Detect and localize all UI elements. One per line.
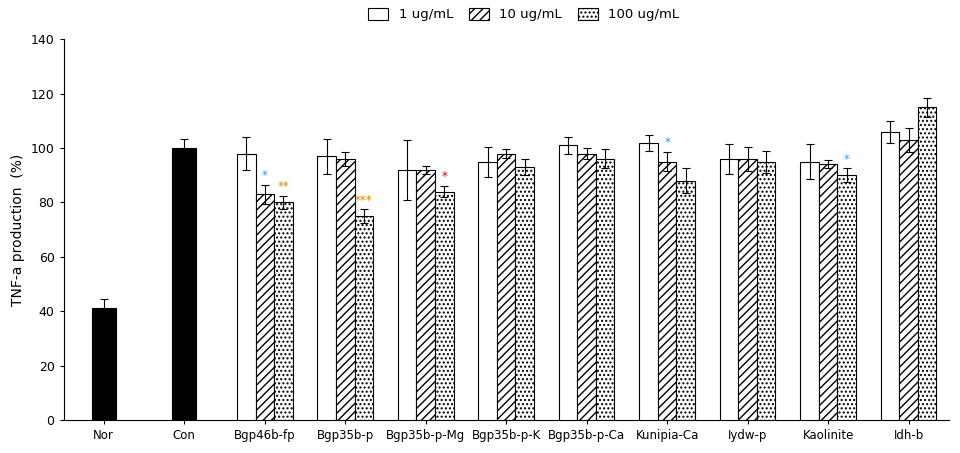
Y-axis label: TNF-a production  (%): TNF-a production (%) <box>12 154 25 306</box>
Bar <box>756 162 776 420</box>
Bar <box>354 216 373 420</box>
Bar <box>918 107 936 420</box>
Bar <box>900 140 918 420</box>
Bar <box>801 162 819 420</box>
Legend: 1 ug/mL, 10 ug/mL, 100 ug/mL: 1 ug/mL, 10 ug/mL, 100 ug/mL <box>369 8 680 21</box>
Bar <box>677 181 695 420</box>
Text: *: * <box>664 136 670 149</box>
Bar <box>237 154 255 420</box>
Bar <box>336 159 354 420</box>
Text: ***: *** <box>355 193 372 207</box>
Text: *: * <box>262 169 268 182</box>
Bar <box>255 194 274 420</box>
Bar <box>478 162 497 420</box>
Bar <box>516 167 534 420</box>
Bar <box>819 164 837 420</box>
Bar <box>596 159 614 420</box>
Bar <box>639 143 658 420</box>
Text: *: * <box>844 153 850 166</box>
Bar <box>318 156 336 420</box>
Bar <box>172 148 197 420</box>
Bar <box>274 202 293 420</box>
Bar <box>738 159 756 420</box>
Bar <box>417 170 435 420</box>
Bar <box>837 175 856 420</box>
Text: *: * <box>442 170 447 183</box>
Bar <box>435 192 453 420</box>
Bar <box>92 308 116 420</box>
Bar <box>559 145 578 420</box>
Text: **: ** <box>277 180 289 193</box>
Bar <box>578 154 596 420</box>
Bar <box>881 132 900 420</box>
Bar <box>658 162 677 420</box>
Bar <box>398 170 417 420</box>
Bar <box>497 154 516 420</box>
Bar <box>720 159 738 420</box>
